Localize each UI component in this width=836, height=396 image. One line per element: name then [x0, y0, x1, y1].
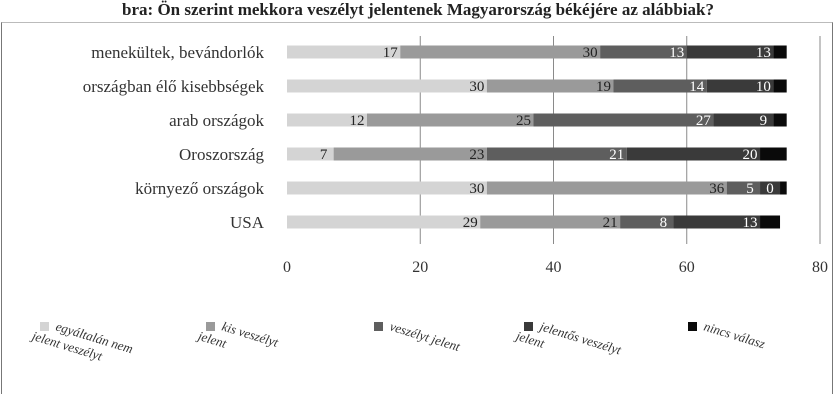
legend-item: nincs válasz	[688, 319, 767, 352]
bar-segment	[287, 181, 487, 195]
bar-segment	[780, 181, 787, 195]
bar-segment	[620, 215, 674, 229]
legend-item: egyáltalán nemjelent veszélyt	[28, 312, 134, 371]
data-label: 14	[689, 79, 705, 95]
data-label: 19	[596, 79, 611, 95]
bar-segment	[486, 147, 627, 161]
bar-segment	[760, 215, 781, 229]
data-label: 7	[320, 147, 328, 163]
bar-segment	[706, 79, 774, 93]
legend-swatch	[40, 322, 49, 331]
legend-item: kis veszélytjelent	[194, 312, 280, 365]
bar-segment	[486, 79, 614, 93]
data-label: 17	[383, 45, 399, 61]
legend-label: veszélyt jelent	[388, 319, 462, 355]
legend-label: egyáltalán nemjelent veszélyt	[28, 312, 134, 371]
legend-swatch	[206, 322, 215, 331]
bar-segment	[287, 113, 367, 127]
data-label: 20	[743, 147, 758, 163]
bar-segment	[600, 45, 687, 59]
bar-segment	[626, 147, 761, 161]
legend-item: jelentős veszélytjelent	[512, 312, 623, 373]
data-label: 12	[349, 113, 364, 129]
bar-segment	[613, 79, 707, 93]
chart-frame	[1, 22, 833, 394]
x-tick-label: 60	[679, 259, 695, 276]
data-label: 21	[603, 215, 618, 231]
bar-segment	[773, 45, 787, 59]
x-tick-labels: 0 20 40 60 80	[283, 259, 828, 276]
bar-segment	[287, 45, 401, 59]
data-label: 27	[696, 113, 712, 129]
data-label: 21	[609, 147, 624, 163]
category-label: menekültek, bevándorlók	[91, 43, 264, 62]
bar-segment	[400, 45, 601, 59]
bar-segment	[713, 113, 774, 127]
data-label: 5	[746, 181, 754, 197]
bar-segment	[673, 215, 761, 229]
legend: egyáltalán nemjelent veszélyt kis veszély…	[28, 312, 767, 373]
bar-segment	[287, 147, 334, 161]
data-label: 23	[469, 147, 484, 163]
bar-segment	[480, 215, 621, 229]
x-tick-label: 40	[546, 259, 562, 276]
bar-segment	[773, 113, 787, 127]
bar-segment	[366, 113, 534, 127]
legend-label: jelentős veszélytjelent	[512, 312, 623, 373]
legend-label: kis veszélytjelent	[194, 312, 280, 365]
category-label: arab országok	[169, 111, 264, 130]
bar-segment	[287, 215, 481, 229]
legend-item: veszélyt jelent	[374, 319, 462, 355]
category-label: környező országok	[135, 179, 264, 198]
bar-segment	[760, 147, 787, 161]
data-label: 30	[469, 181, 484, 197]
category-label: USA	[230, 213, 265, 232]
data-label: 0	[766, 181, 774, 197]
x-tick-label: 0	[283, 259, 291, 276]
bar-segment	[486, 181, 727, 195]
data-label: 13	[743, 215, 758, 231]
data-label: 9	[760, 113, 768, 129]
bar-segment	[686, 45, 774, 59]
data-label: 13	[756, 45, 771, 61]
data-label: 25	[516, 113, 531, 129]
data-label: 13	[669, 45, 684, 61]
legend-swatch	[374, 322, 383, 331]
legend-swatch	[688, 322, 697, 331]
legend-swatch	[524, 322, 533, 331]
data-label: 8	[660, 215, 668, 231]
x-tick-label: 20	[412, 259, 428, 276]
category-labels: menekültek, bevándorlók országban élő kis…	[83, 43, 265, 232]
data-label: 30	[583, 45, 598, 61]
bar-segment	[726, 181, 761, 195]
data-label: 10	[756, 79, 771, 95]
bar-segment	[287, 79, 487, 93]
bar-segment	[773, 79, 787, 93]
bar-segment	[533, 113, 714, 127]
data-label: 36	[709, 181, 725, 197]
x-tick-label: 80	[812, 259, 828, 276]
data-label: 29	[463, 215, 478, 231]
category-label: országban élő kisebbségek	[83, 77, 265, 96]
data-label: 30	[469, 79, 484, 95]
legend-label: nincs válasz	[702, 319, 767, 352]
category-label: Oroszország	[179, 145, 264, 164]
bar-segment	[760, 181, 781, 195]
gridlines	[419, 36, 821, 244]
bar-segment	[333, 147, 487, 161]
bars: 17 30 13 13 30 19 14 10 12 25 27 9 7 23 21 20 30 36 5 0 29 21…	[287, 45, 787, 231]
chart-title: bra: Ön szerint mekkora veszélyt jelente…	[122, 0, 714, 19]
